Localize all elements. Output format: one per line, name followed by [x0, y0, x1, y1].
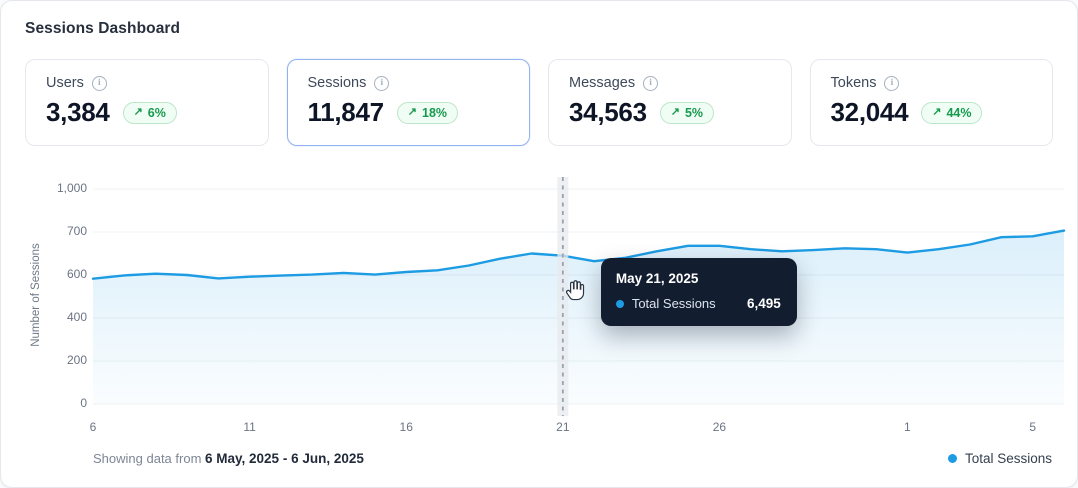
- tooltip-series-label: Total Sessions: [631, 296, 716, 311]
- trend-up-icon: ↗: [670, 106, 680, 118]
- x-tick-label: 21: [556, 420, 570, 434]
- y-tick-label: 1,000: [56, 181, 87, 195]
- stat-card-value: 32,044: [830, 97, 909, 127]
- delta-value: 5%: [684, 105, 704, 120]
- caption-range: 6 May, 2025 - 6 Jun, 2025: [205, 451, 364, 466]
- legend-total-sessions[interactable]: Total Sessions: [947, 451, 1052, 466]
- caption-prefix: Showing data from: [93, 451, 206, 466]
- legend-dot-icon: [947, 454, 957, 463]
- stat-card-label: Messages: [569, 75, 636, 91]
- y-tick-label: 400: [66, 310, 87, 324]
- delta-badge: ↗ 44%: [921, 101, 983, 124]
- tooltip-date: May 21, 2025: [615, 271, 699, 286]
- stat-card-value: 11,847: [307, 97, 385, 127]
- stat-card-label: Sessions: [307, 75, 367, 91]
- stat-card-tokens[interactable]: Tokens i 32,044 ↗ 44%: [809, 59, 1053, 146]
- x-tick-label: 6: [89, 420, 97, 434]
- stat-card-messages[interactable]: Messages i 34,563 ↗ 5%: [548, 59, 792, 146]
- x-tick-label: 1: [904, 420, 911, 434]
- delta-value: 6%: [147, 105, 166, 120]
- legend-label: Total Sessions: [964, 451, 1052, 466]
- info-icon[interactable]: i: [374, 75, 390, 91]
- trend-up-icon: ↗: [407, 106, 418, 118]
- tooltip-value: 6,495: [747, 296, 781, 311]
- trend-up-icon: ↗: [932, 106, 942, 118]
- series-dot-icon: [615, 299, 624, 308]
- delta-value: 18%: [422, 105, 448, 120]
- y-tick-label: 0: [80, 396, 87, 410]
- info-icon[interactable]: i: [884, 75, 900, 91]
- x-tick-label: 26: [712, 420, 727, 434]
- stat-card-value: 34,563: [569, 97, 647, 127]
- stat-card-sessions[interactable]: Sessions i 11,847 ↗ 18%: [286, 59, 530, 146]
- delta-badge: ↗ 18%: [396, 101, 459, 124]
- stat-cards-row: Users i 3,384 ↗ 6% Sessions i 11,847 ↗ 18%…: [25, 59, 1053, 146]
- info-icon[interactable]: i: [91, 75, 107, 91]
- y-tick-label: 600: [66, 267, 87, 281]
- trend-up-icon: ↗: [133, 106, 143, 118]
- y-tick-label: 200: [66, 353, 87, 367]
- y-axis-title: Number of Sessions: [30, 243, 42, 347]
- stat-card-label: Tokens: [830, 75, 877, 91]
- x-tick-label: 16: [399, 420, 413, 434]
- delta-badge: ↗ 6%: [122, 101, 177, 124]
- date-range-caption: Showing data from 6 May, 2025 - 6 Jun, 2…: [93, 451, 364, 466]
- x-tick-label: 11: [243, 420, 256, 434]
- delta-value: 44%: [946, 105, 972, 120]
- info-icon[interactable]: i: [643, 75, 659, 91]
- stat-card-label: Users: [46, 75, 84, 91]
- chart-tooltip: May 21, 2025 Total Sessions 6,495: [600, 258, 797, 326]
- x-tick-label: 5: [1029, 420, 1037, 434]
- stat-card-users[interactable]: Users i 3,384 ↗ 6%: [25, 59, 269, 146]
- stat-card-value: 3,384: [46, 97, 110, 127]
- y-tick-label: 700: [66, 224, 87, 238]
- page-title: Sessions Dashboard: [25, 20, 181, 37]
- delta-badge: ↗ 5%: [659, 101, 715, 124]
